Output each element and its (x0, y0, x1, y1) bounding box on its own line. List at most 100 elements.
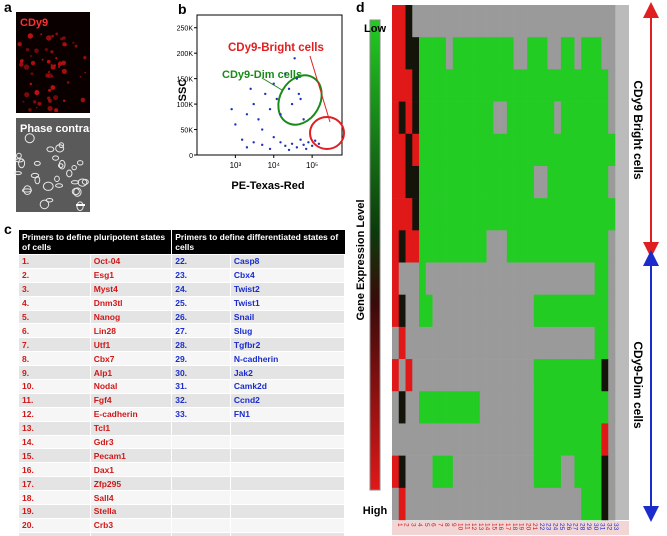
dim-gate (277, 74, 323, 126)
heatmap-cell (540, 326, 548, 360)
y-tick-label: 250K (177, 26, 194, 33)
heatmap-cell (554, 165, 562, 199)
heatmap-cell (587, 294, 596, 328)
heatmap-cell (594, 294, 602, 328)
column-label: 11 (463, 523, 470, 530)
heatmap-cell (459, 133, 467, 167)
image-label: Phase contrast (20, 123, 99, 135)
heatmap-cell (554, 37, 562, 70)
heatmap-cell (439, 326, 447, 360)
heatmap-cell (392, 165, 400, 199)
gene-number: 28. (171, 337, 231, 353)
heatmap-cell (520, 423, 528, 456)
heatmap-cell (601, 198, 609, 231)
heatmap-cell (473, 455, 481, 489)
heatmap-cell (601, 326, 609, 360)
heatmap-cell (506, 359, 514, 392)
gene-name: Twist1 (229, 295, 346, 311)
phase-image (14, 118, 90, 212)
colorbar-title: Gene Expression Level (355, 199, 367, 320)
heatmap-cell (560, 294, 568, 328)
column-label: 21 (531, 523, 538, 531)
heatmap-cell (479, 69, 487, 102)
scatter-point (268, 147, 272, 151)
heatmap-cell (608, 391, 616, 424)
heatmap-cell (567, 423, 575, 456)
gene-number: 11. (18, 392, 91, 408)
heatmap-cell (412, 37, 420, 70)
table-row: 17. Zfp295 (18, 476, 346, 492)
heatmap-cell (412, 359, 420, 392)
heatmap-cell (574, 359, 582, 392)
gene-number (171, 504, 231, 519)
heatmap-cell (419, 487, 427, 521)
heatmap-cell (425, 69, 433, 102)
cell-outline (34, 176, 41, 185)
heatmap-cell (446, 423, 454, 456)
heatmap-cell (581, 133, 589, 167)
cell-spot (58, 65, 60, 68)
column-label: 2 (403, 523, 410, 527)
table-row: 16. Dax1 (18, 462, 346, 478)
heatmap-cell (446, 133, 454, 167)
heatmap-cell (513, 165, 521, 199)
gene-number (171, 420, 231, 436)
heatmap-cell (392, 487, 400, 521)
heatmap-cell (419, 5, 427, 38)
table-row: 15. Pecam1 (18, 448, 346, 464)
heatmap-cell (594, 230, 602, 263)
heatmap-cell (473, 198, 481, 231)
heatmap-cell (587, 5, 596, 38)
heatmap-cell (473, 487, 481, 521)
table-row: 13. Tcl1 (18, 420, 346, 436)
panel-letter: c (4, 221, 12, 237)
heatmap-cell (506, 294, 514, 328)
table-row: 11. Fgf4 32. Ccnd2 (18, 392, 346, 408)
heatmap-cell (419, 133, 427, 167)
heatmap-cell (527, 198, 535, 231)
heatmap-cell (540, 198, 548, 231)
scatter-point (287, 148, 291, 152)
gene-name: Esg1 (89, 267, 173, 283)
heatmap-cell (432, 37, 440, 70)
heatmap-cell (581, 230, 589, 263)
cell-spot (79, 75, 82, 78)
heatmap-cell (506, 5, 514, 38)
heatmap-cell (439, 359, 447, 392)
cell-spot (54, 108, 59, 113)
heatmap-cell (520, 165, 528, 199)
gene-number: 7. (18, 337, 91, 353)
colorbar (369, 19, 381, 491)
scatter-plot: SSC PE-Texas-Red CDy9-Bright cells CDy9-… (177, 14, 345, 192)
heatmap-cell (392, 294, 400, 328)
cell-spot (74, 44, 78, 48)
heatmap-cell (608, 423, 616, 456)
heatmap-cell (425, 326, 433, 360)
scatter-point (252, 141, 255, 144)
heatmap-cell (608, 455, 616, 489)
table-row: 19. Stella (18, 504, 346, 519)
heatmap-cell (425, 133, 433, 167)
heatmap-cell (601, 101, 609, 135)
heatmap-cell (439, 294, 447, 328)
gene-name: Pecam1 (89, 448, 173, 464)
heatmap-cell (392, 69, 400, 102)
heatmap-cell (581, 423, 589, 456)
heatmap-cell (547, 5, 555, 38)
y-tick-label: 100K (177, 102, 194, 109)
cell-spot (61, 68, 67, 75)
cell-spot (28, 108, 32, 112)
gene-number: 24. (171, 281, 231, 297)
heatmap-cell (392, 230, 400, 263)
cell-outline (55, 183, 64, 188)
gene-name: Dax1 (89, 462, 173, 478)
gene-name: Lin28 (89, 323, 173, 339)
cell-spot (50, 85, 56, 90)
heatmap-cell (540, 69, 548, 102)
heatmap-cell (486, 487, 494, 521)
heatmap-cell (581, 69, 589, 102)
scatter-point (297, 92, 301, 96)
heatmap-cell (506, 391, 514, 424)
cell-spot (80, 97, 86, 103)
cell-spot (46, 59, 51, 64)
